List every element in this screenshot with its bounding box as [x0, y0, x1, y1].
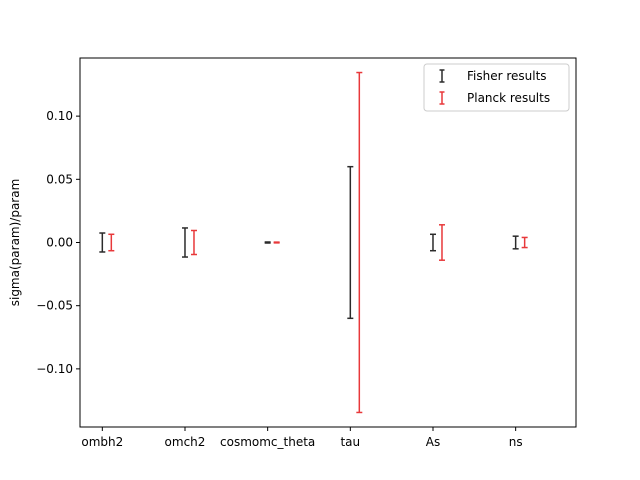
x-tick-label-cosmomc_theta: cosmomc_theta	[220, 435, 315, 449]
y-tick-label: 0.00	[46, 236, 73, 250]
legend-entry-planck: Planck results	[439, 91, 550, 105]
y-tick-label: −0.10	[36, 362, 73, 376]
errorbar-planck-tau	[356, 71, 363, 414]
x-tick-label-omch2: omch2	[165, 435, 206, 449]
x-tick-label-ombh2: ombh2	[81, 435, 123, 449]
plot-frame	[79, 57, 577, 428]
y-tick-label: 0.10	[46, 109, 73, 123]
y-tick-label: −0.05	[36, 299, 73, 313]
errorbar-planck-As	[438, 224, 445, 261]
y-axis-label: sigma(param)/param	[8, 179, 22, 307]
errorbar-planck-ombh2	[108, 233, 115, 252]
errorbar-fisher-omch2	[181, 227, 188, 258]
y-tick-label: 0.05	[46, 172, 73, 186]
errorbar-fisher-cosmomc_theta	[264, 241, 271, 244]
x-tick-label-As: As	[426, 435, 440, 449]
x-tick-label-ns: ns	[509, 435, 523, 449]
legend-entry-fisher: Fisher results	[439, 69, 547, 83]
errorbar-planck-cosmomc_theta	[273, 241, 280, 244]
errorbar-fisher-ns	[512, 235, 519, 250]
x-tick-label-tau: tau	[340, 435, 360, 449]
legend: Fisher results Planck results	[423, 63, 570, 112]
errorbar-planck-ns	[521, 236, 528, 249]
errorbar-fisher-As	[429, 233, 436, 252]
errorbar-fisher-ombh2	[99, 232, 106, 253]
errorbar-fisher-tau	[347, 165, 354, 320]
legend-box	[423, 63, 570, 112]
error-bars	[99, 71, 528, 414]
legend-label: Fisher results	[467, 69, 547, 83]
x-axis: ombh2 omch2 cosmomc_theta tau As ns	[81, 427, 523, 449]
errorbar-planck-omch2	[190, 229, 197, 256]
legend-label: Planck results	[467, 91, 550, 105]
y-axis: −0.10 −0.05 0.00 0.05 0.10	[36, 109, 80, 376]
